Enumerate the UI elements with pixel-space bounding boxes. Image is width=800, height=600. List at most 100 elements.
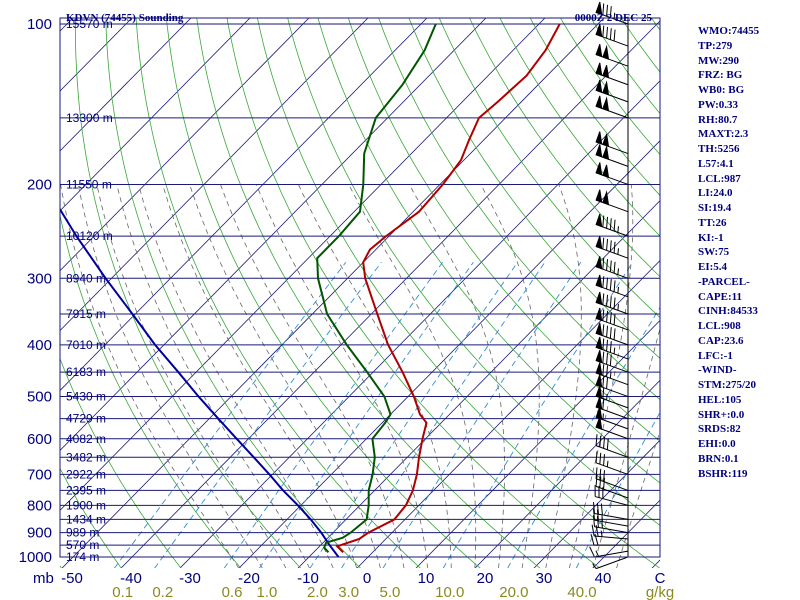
wind-barb <box>595 374 629 398</box>
mixing-ratio-tick-label: 2.0 <box>307 584 328 600</box>
index-item: WB0: BG <box>698 84 745 96</box>
isotherm-line <box>60 18 487 451</box>
height-label: 4082 m <box>66 432 106 446</box>
height-label: 2922 m <box>66 467 106 481</box>
temperature-tick-label: -50 <box>61 570 83 587</box>
index-item: TP:279 <box>698 39 733 52</box>
height-label: 1900 m <box>66 498 106 512</box>
pressure-unit: mb <box>33 570 54 587</box>
wind-barb <box>595 162 629 185</box>
moist-adiabat-line <box>138 184 334 568</box>
moist-adiabat-line <box>220 184 405 568</box>
profile-group <box>60 23 561 558</box>
isotherm-line <box>61 18 605 568</box>
wind-barb <box>595 307 629 331</box>
pressure-tick-label: 900 <box>27 525 52 542</box>
mixing-ratio-tick-label: 10.0 <box>435 584 464 600</box>
wind-barb <box>595 44 629 67</box>
plot-border <box>59 17 661 558</box>
index-item: MW:290 <box>698 54 739 67</box>
temperature-tick-label: -20 <box>238 570 260 587</box>
thermo-grid <box>60 18 660 568</box>
height-label: 1434 m <box>66 512 106 526</box>
isotherm-line <box>60 18 369 332</box>
wind-barb <box>595 362 629 386</box>
wind-barb <box>595 322 629 346</box>
wind-barb <box>595 62 629 86</box>
index-item: PW:0.33 <box>698 98 739 111</box>
index-item: MAXT:2.3 <box>698 128 749 141</box>
height-label: 7915 m <box>66 307 106 321</box>
index-item: LCL:987 <box>698 172 741 185</box>
index-item: EI:5.4 <box>698 261 728 273</box>
wind-barb <box>595 434 629 458</box>
dry-adiabat-line <box>60 467 122 568</box>
index-item: EHI:0.0 <box>698 438 736 450</box>
wind-barb <box>594 485 629 506</box>
isotherm-line <box>533 439 660 568</box>
mixing-ratio-line <box>309 262 518 568</box>
height-label: 6183 m <box>66 365 106 379</box>
index-item: SHR+:0.0 <box>698 408 745 421</box>
moist-adiabat-line <box>116 184 310 568</box>
temperature-unit: C <box>655 570 666 587</box>
mixing-ratio-tick-label: 5.0 <box>380 584 401 600</box>
index-item: SI:19.4 <box>698 202 732 214</box>
index-item: KI:-1 <box>698 231 724 244</box>
temperature-tick-label: 10 <box>418 570 435 587</box>
wind-barb <box>595 79 629 103</box>
pressure-tick-label: 800 <box>27 497 52 514</box>
moist-adiabat-line <box>348 184 477 568</box>
temperature-tick-label: 30 <box>536 570 553 587</box>
wind-barb <box>595 236 629 259</box>
wind-barb <box>595 350 629 373</box>
moist-adiabat-line <box>616 430 660 568</box>
wind-barb <box>595 474 629 499</box>
index-item: HEL:105 <box>698 393 742 406</box>
index-item: LFC:-1 <box>698 349 733 362</box>
mixing-ratio-tick-label: 0.6 <box>222 584 243 600</box>
index-item: BSHR:119 <box>698 467 748 480</box>
isotherm-group <box>60 18 660 568</box>
mixing-ratio-line <box>154 262 382 568</box>
isotherm-line <box>179 80 660 568</box>
pressure-tick-label: 1000 <box>19 549 52 566</box>
moist-adiabat-line <box>480 184 540 568</box>
temperature-tick-label: -10 <box>297 570 319 587</box>
wind-barb <box>592 515 629 534</box>
wind-barb <box>589 546 629 558</box>
index-item: TT:26 <box>698 216 727 229</box>
index-item: TH:5256 <box>698 143 740 155</box>
height-label: 11550 m <box>66 177 112 191</box>
pressure-tick-label: 500 <box>27 389 52 406</box>
wind-barb <box>595 467 629 491</box>
index-item: LCL:908 <box>698 320 741 332</box>
isotherm-line <box>415 319 660 568</box>
dewpoint-line <box>316 23 437 553</box>
moist-adiabat-line <box>408 184 506 568</box>
index-item: CAPE:11 <box>698 290 742 303</box>
isotherm-line <box>297 200 660 568</box>
height-label: 3482 m <box>66 450 106 464</box>
height-label: 8940 m <box>66 271 106 285</box>
mixing-ratio-line <box>382 262 582 568</box>
wind-barb <box>595 451 629 475</box>
index-item: STM:275/20 <box>698 379 757 391</box>
dry-adiabat-line <box>60 357 182 568</box>
index-item: CAP:23.6 <box>698 334 744 347</box>
isotherm-line <box>60 18 546 511</box>
parcel-line <box>60 207 340 558</box>
pressure-tick-label: 700 <box>27 466 52 483</box>
pressure-tick-label: 600 <box>27 431 52 448</box>
index-item: WMO:74455 <box>698 25 760 37</box>
isotherm-line <box>60 18 251 212</box>
index-item: -WIND- <box>698 364 737 377</box>
wind-barb <box>595 213 629 237</box>
index-item: -PARCEL- <box>698 275 750 288</box>
pressure-tick-label: 300 <box>27 270 52 287</box>
height-label: 7010 m <box>66 338 106 352</box>
mixing-ratio-unit: g/kg <box>646 584 674 600</box>
height-label: 4729 m <box>66 412 106 426</box>
